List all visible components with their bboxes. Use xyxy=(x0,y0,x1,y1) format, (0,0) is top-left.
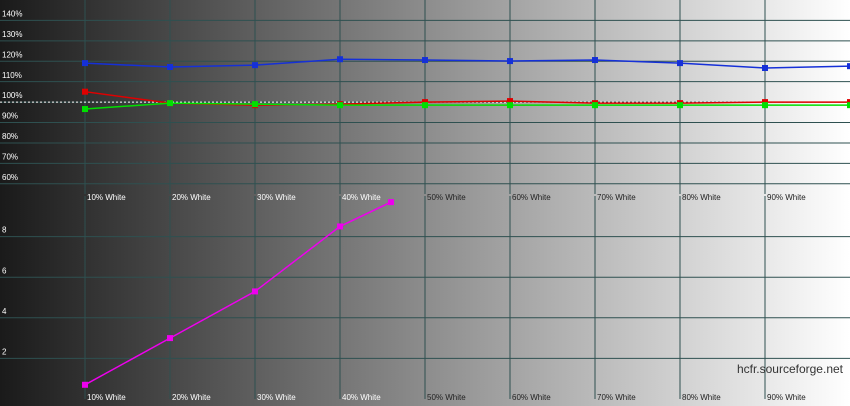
data-point xyxy=(847,63,850,70)
y-tick-label: 70% xyxy=(2,152,18,161)
data-point xyxy=(252,288,258,295)
y-tick-label: 4 xyxy=(2,307,7,316)
data-point xyxy=(762,102,768,109)
data-point xyxy=(82,381,88,388)
data-point xyxy=(82,60,88,67)
x-tick-label: 40% White xyxy=(342,393,381,402)
x-tick-label: 80% White xyxy=(682,193,721,202)
series-line xyxy=(84,102,850,110)
data-point xyxy=(422,102,428,109)
y-tick-label: 110% xyxy=(2,71,22,80)
x-tick-label: 50% White xyxy=(427,393,466,402)
x-tick-label: 60% White xyxy=(512,393,551,402)
y-tick-label: 140% xyxy=(2,10,22,19)
data-point xyxy=(677,60,683,67)
x-tick-label: 40% White xyxy=(342,193,381,202)
x-tick-label: 20% White xyxy=(172,393,211,402)
data-point xyxy=(507,102,513,109)
data-point xyxy=(167,335,173,342)
y-tick-label: 8 xyxy=(2,226,7,235)
data-point xyxy=(337,223,343,230)
data-point xyxy=(337,56,343,63)
x-tick-label: 70% White xyxy=(597,393,636,402)
x-tick-label: 10% White xyxy=(87,393,126,402)
x-tick-label: 30% White xyxy=(257,393,296,402)
x-tick-label: 90% White xyxy=(767,193,806,202)
x-tick-label: 90% White xyxy=(767,393,806,402)
x-tick-label: 20% White xyxy=(172,193,211,202)
y-tick-label: 60% xyxy=(2,173,18,182)
data-point xyxy=(592,57,598,64)
y-tick-label: 2 xyxy=(2,348,7,357)
x-tick-label: 60% White xyxy=(512,193,551,202)
data-point xyxy=(82,88,88,95)
data-point xyxy=(252,101,258,108)
data-point xyxy=(762,99,768,106)
data-point xyxy=(507,98,513,105)
x-tick-label: 70% White xyxy=(597,193,636,202)
x-tick-label: 30% White xyxy=(257,193,296,202)
data-point xyxy=(422,57,428,64)
data-point xyxy=(422,99,428,106)
data-point xyxy=(252,62,258,69)
data-point xyxy=(337,102,343,109)
data-point xyxy=(167,63,173,70)
y-tick-label: 6 xyxy=(2,266,7,275)
y-tick-label: 130% xyxy=(2,30,22,39)
x-tick-label: 50% White xyxy=(427,193,466,202)
y-tick-label: 90% xyxy=(2,112,18,121)
data-point xyxy=(388,199,394,206)
y-tick-label: 100% xyxy=(2,91,22,100)
data-point xyxy=(82,106,88,113)
data-point xyxy=(677,102,683,109)
x-tick-label: 10% White xyxy=(87,193,126,202)
data-point xyxy=(762,65,768,72)
y-tick-label: 80% xyxy=(2,132,18,141)
data-point xyxy=(167,100,173,107)
data-point xyxy=(592,102,598,109)
x-tick-label: 80% White xyxy=(682,393,721,402)
y-tick-label: 120% xyxy=(2,50,22,59)
data-point xyxy=(847,99,850,106)
series-line xyxy=(84,58,850,69)
data-point xyxy=(507,58,513,65)
watermark: hcfr.sourceforge.net xyxy=(737,362,844,376)
data-point xyxy=(847,102,850,109)
